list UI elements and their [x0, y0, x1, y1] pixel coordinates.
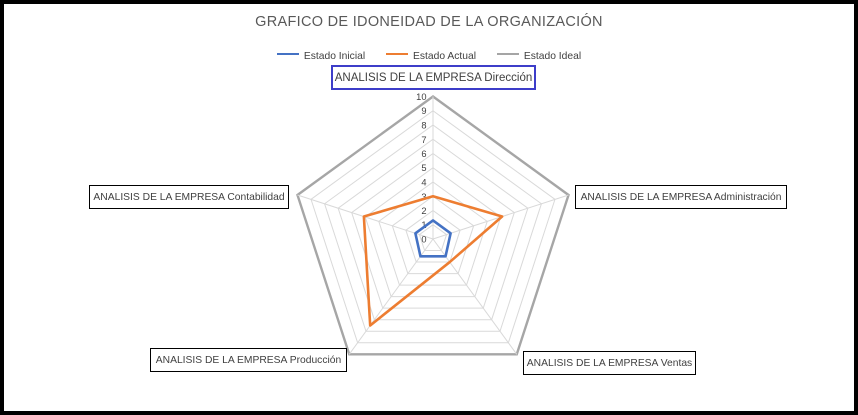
svg-text:6: 6 — [421, 149, 426, 159]
svg-text:10: 10 — [416, 92, 426, 102]
svg-text:8: 8 — [421, 121, 426, 131]
svg-text:9: 9 — [421, 106, 426, 116]
svg-text:4: 4 — [421, 178, 426, 188]
svg-text:7: 7 — [421, 135, 426, 145]
svg-text:0: 0 — [421, 235, 426, 245]
svg-text:2: 2 — [421, 206, 426, 216]
svg-text:5: 5 — [421, 163, 426, 173]
